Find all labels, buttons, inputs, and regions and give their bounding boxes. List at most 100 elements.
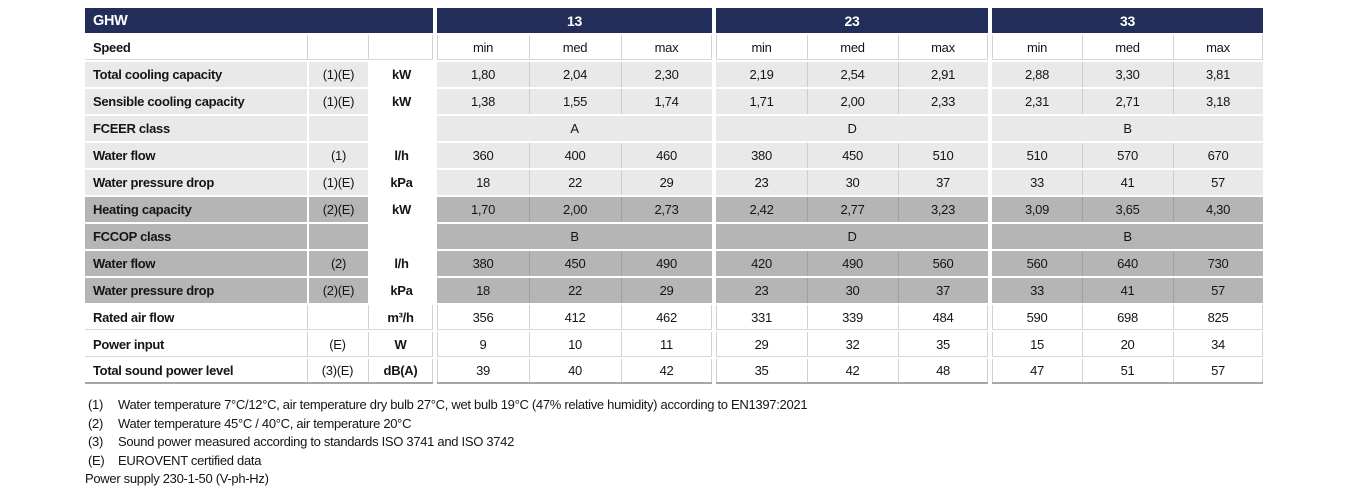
value-cell: 590 (992, 305, 1082, 330)
value-cell: 2,31 (992, 89, 1082, 114)
table-row: Total cooling capacity (1)(E) kW 1,80 2,04 2,… (85, 62, 1263, 87)
model-header-13: 13 (437, 8, 712, 33)
row-ref: (3)(E) (307, 359, 368, 384)
value-cell: 2,42 (716, 197, 807, 222)
value-cell: 3,65 (1082, 197, 1173, 222)
value-cell: 490 (621, 251, 712, 276)
row-unit: l/h (368, 251, 433, 276)
table-row: FCEER class A D B (85, 116, 1263, 141)
value-cell: 42 (621, 359, 712, 384)
row-unit: kPa (368, 170, 433, 195)
row-unit: W (368, 332, 433, 357)
row-unit: m³/h (368, 305, 433, 330)
row-label: Rated air flow (85, 305, 307, 330)
table-row: Rated air flow m³/h 356 412 462 331 339 484 590 6… (85, 305, 1263, 330)
footnote-line: (1) Water temperature 7°C/12°C, air tempe… (85, 396, 1263, 415)
model-header-33: 33 (992, 8, 1263, 33)
value-cell: 29 (621, 278, 712, 303)
table-row: Heating capacity (2)(E) kW 1,70 2,00 2,73 2,42… (85, 197, 1263, 222)
speed-col-header: min (992, 35, 1082, 60)
value-cell: 2,73 (621, 197, 712, 222)
row-ref: (2)(E) (307, 278, 368, 303)
row-ref (307, 224, 368, 249)
value-cell: 2,71 (1082, 89, 1173, 114)
table-body: Speed min med max min med max min med max Total co… (85, 35, 1263, 384)
table-row: Power input (E) W 9 10 11 29 32 35 15 20 34 (85, 332, 1263, 357)
row-ref: (2)(E) (307, 197, 368, 222)
value-cell: 490 (807, 251, 898, 276)
value-cell: 37 (898, 278, 988, 303)
row-unit: kW (368, 89, 433, 114)
value-cell: 380 (437, 251, 529, 276)
class-value: B (992, 116, 1263, 141)
value-cell: 22 (529, 278, 621, 303)
footnote-mark: (E) (88, 452, 105, 468)
value-cell: 2,19 (716, 62, 807, 87)
speed-col-header: min (437, 35, 529, 60)
value-cell: 32 (807, 332, 898, 357)
value-cell: 3,30 (1082, 62, 1173, 87)
value-cell: 2,00 (529, 197, 621, 222)
table-header-row: GHW 13 23 33 (85, 8, 1263, 33)
table-row: Water flow (2) l/h 380 450 490 420 490 560 560 640… (85, 251, 1263, 276)
value-cell: 34 (1173, 332, 1263, 357)
spec-sheet: GHW 13 23 33 Speed min med max min med max min m… (85, 8, 1263, 489)
value-cell: 35 (898, 332, 988, 357)
value-cell: 380 (716, 143, 807, 168)
value-cell: 1,71 (716, 89, 807, 114)
value-cell: 2,88 (992, 62, 1082, 87)
row-label: Sensible cooling capacity (85, 89, 307, 114)
value-cell: 450 (529, 251, 621, 276)
row-ref (307, 116, 368, 141)
value-cell: 670 (1173, 143, 1263, 168)
value-cell: 10 (529, 332, 621, 357)
footnote-line: (3) Sound power measured according to sta… (85, 433, 1263, 452)
value-cell: 460 (621, 143, 712, 168)
value-cell: 339 (807, 305, 898, 330)
value-cell: 47 (992, 359, 1082, 384)
class-value: A (437, 116, 712, 141)
row-ref: (E) (307, 332, 368, 357)
footnote-text: EUROVENT certified data (118, 452, 262, 468)
speed-col-header: min (716, 35, 807, 60)
speed-col-header: med (1082, 35, 1173, 60)
footnote-text: Water temperature 7°C/12°C, air temperat… (118, 397, 808, 412)
value-cell: 9 (437, 332, 529, 357)
value-cell: 2,33 (898, 89, 988, 114)
speed-col-header: med (529, 35, 621, 60)
value-cell: 3,09 (992, 197, 1082, 222)
footnote-mark: (1) (88, 397, 103, 412)
value-cell: 640 (1082, 251, 1173, 276)
value-cell: 510 (992, 143, 1082, 168)
row-unit: kW (368, 197, 433, 222)
speed-col-header: med (807, 35, 898, 60)
value-cell: 40 (529, 359, 621, 384)
footnote-text: Sound power measured according to standa… (118, 434, 515, 449)
value-cell: 29 (621, 170, 712, 195)
value-cell: 1,55 (529, 89, 621, 114)
value-cell: 3,23 (898, 197, 988, 222)
value-cell: 20 (1082, 332, 1173, 357)
value-cell: 18 (437, 170, 529, 195)
footnote-text: Water temperature 45°C / 40°C, air tempe… (118, 415, 412, 431)
table-row: FCCOP class B D B (85, 224, 1263, 249)
footnote-line: (2) Water temperature 45°C / 40°C, air te… (85, 415, 1263, 434)
row-unit: l/h (368, 143, 433, 168)
footnote-line: (E) EUROVENT certified data (85, 452, 1263, 471)
row-label: Water pressure drop (85, 278, 307, 303)
value-cell: 41 (1082, 278, 1173, 303)
value-cell: 560 (898, 251, 988, 276)
value-cell: 2,77 (807, 197, 898, 222)
value-cell: 2,54 (807, 62, 898, 87)
spec-table: GHW 13 23 33 Speed min med max min med max min m… (85, 8, 1263, 384)
value-cell: 1,74 (621, 89, 712, 114)
row-label: Total cooling capacity (85, 62, 307, 87)
value-cell: 39 (437, 359, 529, 384)
row-label: Power input (85, 332, 307, 357)
class-value: B (437, 224, 712, 249)
value-cell: 1,70 (437, 197, 529, 222)
value-cell: 33 (992, 170, 1082, 195)
value-cell: 2,91 (898, 62, 988, 87)
speed-row: Speed min med max min med max min med max (85, 35, 1263, 60)
value-cell: 42 (807, 359, 898, 384)
